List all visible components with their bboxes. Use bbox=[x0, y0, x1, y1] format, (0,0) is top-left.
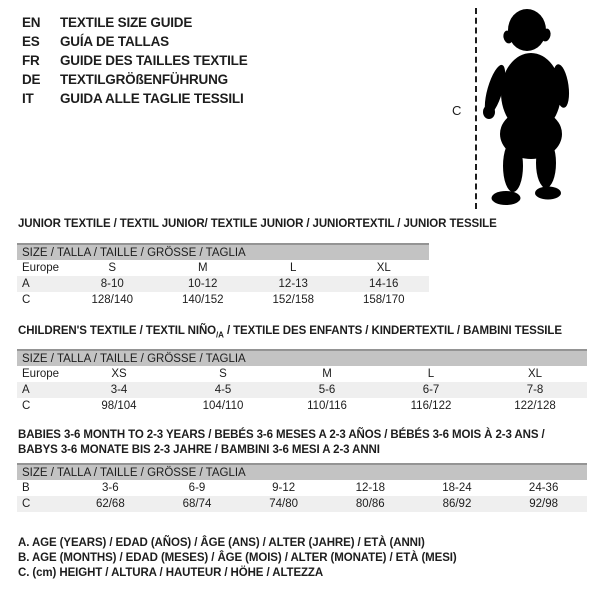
table-cell: M bbox=[197, 262, 208, 274]
table-row-europe: Europe XS S M L XL bbox=[17, 366, 587, 382]
language-row-en: EN TEXTILE SIZE GUIDE bbox=[22, 13, 248, 32]
size-header-row: SIZE / TALLA / TAILLE / GRÖSSE / TAGLIA bbox=[17, 463, 587, 480]
table-cell: 86/92 bbox=[413, 496, 501, 512]
table-cell: 12-13 bbox=[248, 276, 339, 292]
legend-line-b: B. AGE (MONTHS) / EDAD (MESES) / ÂGE (MO… bbox=[18, 552, 457, 565]
table-cell: 122/128 bbox=[514, 400, 556, 412]
table-cell: L bbox=[427, 368, 435, 380]
row-label: C bbox=[22, 294, 31, 306]
babies-title-line1: BABIES 3-6 MONTH TO 2-3 YEARS / BEBÉS 3-… bbox=[18, 429, 545, 441]
guide-title-fr: GUIDE DES TAILLES TEXTILE bbox=[60, 53, 248, 68]
babies-table-title: BABIES 3-6 MONTH TO 2-3 YEARS / BEBÉS 3-… bbox=[18, 428, 578, 458]
legend-line-a: A. AGE (YEARS) / EDAD (AÑOS) / ÂGE (ANS)… bbox=[18, 537, 425, 549]
measurement-legend: A. AGE (YEARS) / EDAD (AÑOS) / ÂGE (ANS)… bbox=[18, 536, 457, 582]
table-cell: 7-8 bbox=[483, 382, 587, 398]
baby-silhouette-icon bbox=[483, 9, 570, 205]
table-cell: 5-6 bbox=[275, 382, 379, 398]
table-row-height: C 98/104 104/110 110/116 116/122 122/128 bbox=[17, 398, 587, 414]
table-row-age: A 3-4 4-5 5-6 6-7 7-8 bbox=[17, 382, 587, 398]
children-title-subscript: /A bbox=[216, 330, 224, 340]
children-table-title: CHILDREN'S TEXTILE / TEXTIL NIÑO/A / TEX… bbox=[18, 325, 562, 339]
table-cell: 152/158 bbox=[272, 294, 315, 306]
table-cell: 104/110 bbox=[202, 400, 244, 412]
row-label: Europe bbox=[22, 368, 60, 380]
table-cell: S bbox=[108, 262, 117, 274]
table-cell: 12-18 bbox=[355, 482, 385, 494]
language-row-es: ES GUÍA DE TALLAS bbox=[22, 32, 248, 51]
table-cell: XL bbox=[376, 262, 391, 274]
table-row-height: C 62/68 68/74 74/80 80/86 86/92 92/98 bbox=[17, 496, 587, 512]
language-title-list: EN TEXTILE SIZE GUIDE ES GUÍA DE TALLAS … bbox=[22, 13, 248, 108]
language-row-de: DE TEXTILGRÖßENFÜHRUNG bbox=[22, 70, 248, 89]
size-header-label: SIZE / TALLA / TAILLE / GRÖSSE / TAGLIA bbox=[17, 463, 587, 480]
table-cell: 8-10 bbox=[67, 276, 158, 292]
children-size-table: SIZE / TALLA / TAILLE / GRÖSSE / TAGLIA … bbox=[17, 349, 587, 414]
children-title-pre: CHILDREN'S TEXTILE / TEXTIL NIÑO bbox=[18, 325, 217, 337]
size-header-label: SIZE / TALLA / TAILLE / GRÖSSE / TAGLIA bbox=[17, 349, 587, 366]
table-row-age-months: B 3-6 6-9 9-12 12-18 18-24 24-36 bbox=[17, 480, 587, 496]
table-cell: 74/80 bbox=[240, 496, 327, 512]
size-header-label: SIZE / TALLA / TAILLE / GRÖSSE / TAGLIA bbox=[17, 243, 429, 260]
language-code: ES bbox=[22, 34, 40, 49]
height-measure-label: C bbox=[452, 103, 462, 118]
table-cell: 128/140 bbox=[91, 294, 134, 306]
junior-table-title: JUNIOR TEXTILE / TEXTIL JUNIOR/ TEXTILE … bbox=[18, 218, 497, 230]
table-cell: 18-24 bbox=[442, 482, 472, 494]
language-code: IT bbox=[22, 91, 34, 106]
table-cell: 80/86 bbox=[326, 496, 414, 512]
table-cell: 68/74 bbox=[153, 496, 241, 512]
table-cell: 24-36 bbox=[528, 482, 559, 494]
babies-title-line2: BABYS 3-6 MONATE BIS 2-3 JAHRE / BAMBINI… bbox=[18, 444, 380, 456]
table-cell: 10-12 bbox=[157, 276, 248, 292]
table-cell: S bbox=[219, 368, 227, 380]
language-code: FR bbox=[22, 53, 40, 68]
row-label: C bbox=[22, 400, 31, 412]
table-cell: XS bbox=[111, 368, 127, 380]
table-cell: 158/170 bbox=[362, 294, 405, 306]
table-row-height: C 128/140 140/152 152/158 158/170 bbox=[17, 292, 429, 308]
row-label: A bbox=[17, 382, 67, 398]
row-label: Europe bbox=[22, 262, 60, 274]
table-cell: 62/68 bbox=[67, 496, 154, 512]
table-cell: 116/122 bbox=[410, 400, 452, 412]
table-cell: XL bbox=[527, 368, 543, 380]
table-cell: 92/98 bbox=[500, 496, 587, 512]
table-cell: 6-7 bbox=[379, 382, 483, 398]
size-header-row: SIZE / TALLA / TAILLE / GRÖSSE / TAGLIA bbox=[17, 349, 587, 366]
row-label: B bbox=[22, 482, 30, 494]
table-cell: 4-5 bbox=[171, 382, 275, 398]
table-cell: L bbox=[290, 262, 297, 274]
table-cell: 98/104 bbox=[101, 400, 137, 412]
table-cell: 3-6 bbox=[102, 482, 119, 494]
language-row-it: IT GUIDA ALLE TAGLIE TESSILI bbox=[22, 89, 248, 108]
table-cell: 14-16 bbox=[338, 276, 429, 292]
table-cell: 9-12 bbox=[272, 482, 296, 494]
language-code: EN bbox=[22, 15, 41, 30]
table-cell: 3-4 bbox=[67, 382, 171, 398]
table-row-age: A 8-10 10-12 12-13 14-16 bbox=[17, 276, 429, 292]
table-cell: 110/116 bbox=[307, 400, 347, 412]
guide-title-es: GUÍA DE TALLAS bbox=[60, 34, 169, 49]
language-row-fr: FR GUIDE DES TAILLES TEXTILE bbox=[22, 51, 248, 70]
language-code: DE bbox=[22, 72, 41, 87]
table-cell: M bbox=[322, 368, 332, 380]
table-cell: 140/152 bbox=[181, 294, 224, 306]
guide-title-en: TEXTILE SIZE GUIDE bbox=[60, 15, 193, 30]
guide-title-de: TEXTILGRÖßENFÜHRUNG bbox=[60, 72, 228, 87]
guide-title-it: GUIDA ALLE TAGLIE TESSILI bbox=[60, 91, 244, 106]
junior-size-table: SIZE / TALLA / TAILLE / GRÖSSE / TAGLIA … bbox=[17, 243, 429, 308]
children-title-post: / TEXTILE DES ENFANTS / KINDERTEXTIL / B… bbox=[223, 325, 562, 337]
row-label: C bbox=[17, 496, 67, 512]
babies-size-table: SIZE / TALLA / TAILLE / GRÖSSE / TAGLIA … bbox=[17, 463, 587, 512]
legend-line-c: C. (cm) HEIGHT / ALTURA / HAUTEUR / HÖHE… bbox=[18, 567, 324, 580]
table-row-europe: Europe S M L XL bbox=[17, 260, 429, 276]
size-header-row: SIZE / TALLA / TAILLE / GRÖSSE / TAGLIA bbox=[17, 243, 429, 260]
height-measure-dashed-line bbox=[475, 8, 477, 209]
table-cell: 6-9 bbox=[188, 482, 206, 494]
row-label: A bbox=[17, 276, 67, 292]
